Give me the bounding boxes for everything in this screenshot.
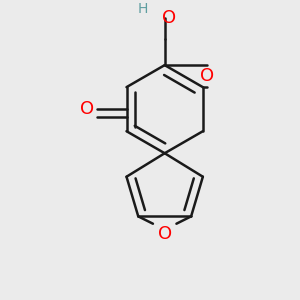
Text: O: O	[200, 67, 214, 85]
Text: O: O	[80, 100, 94, 118]
Text: O: O	[162, 9, 176, 27]
Text: O: O	[158, 225, 172, 243]
Text: H: H	[137, 2, 148, 16]
